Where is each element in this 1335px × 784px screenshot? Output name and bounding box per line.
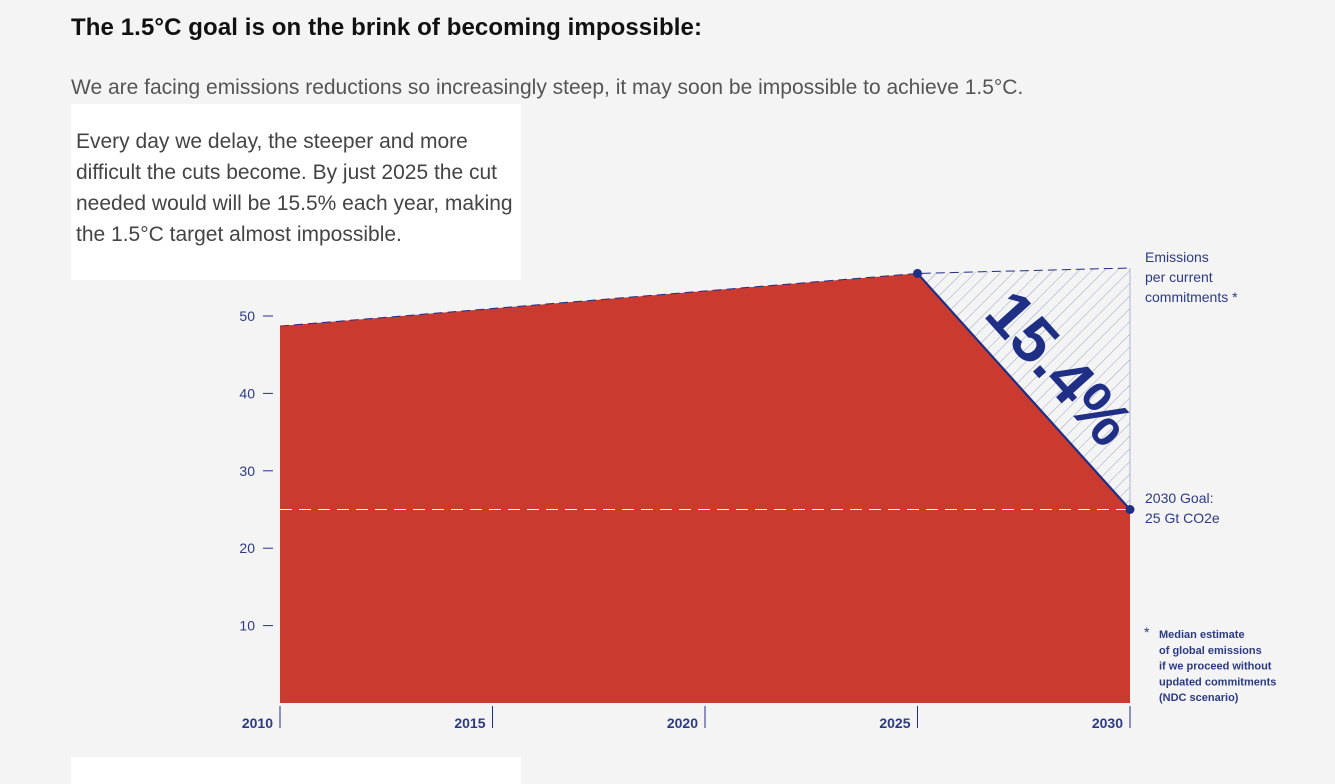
x-tick-label: 2020 bbox=[667, 715, 698, 731]
y-tick-label: 10 bbox=[239, 618, 255, 634]
peak-point bbox=[913, 268, 922, 278]
bottom-panel bbox=[71, 757, 521, 784]
page-subtitle: We are facing emissions reductions so in… bbox=[71, 76, 1024, 99]
required-cut-line bbox=[916, 272, 1131, 511]
commitments-label: Emissions bbox=[1145, 249, 1209, 265]
y-tick-label: 30 bbox=[239, 463, 255, 479]
goal-point bbox=[1125, 505, 1135, 514]
emissions-area bbox=[280, 273, 1130, 703]
note-text: Every day we delay, the steeper and more… bbox=[76, 130, 513, 246]
page-title: The 1.5°C goal is on the brink of becomi… bbox=[71, 14, 703, 41]
footnote-line: updated commitments bbox=[1159, 676, 1276, 688]
x-tick-label: 2015 bbox=[454, 715, 485, 731]
y-tick-label: 40 bbox=[239, 385, 255, 401]
commitments-label: commitments * bbox=[1145, 289, 1238, 305]
commitments-label: per current bbox=[1145, 269, 1213, 285]
commitments-line bbox=[279, 267, 1131, 327]
footnote-line: of global emissions bbox=[1159, 645, 1262, 657]
footnote-line: if we proceed without bbox=[1159, 661, 1272, 673]
goal-label: 2030 Goal: bbox=[1145, 490, 1214, 506]
footnote-marker: * bbox=[1144, 624, 1150, 640]
note-box: Every day we delay, the steeper and more… bbox=[71, 104, 521, 280]
x-tick-label: 2030 bbox=[1092, 715, 1123, 731]
x-tick-label: 2025 bbox=[879, 715, 910, 731]
goal-label: 25 Gt CO2e bbox=[1145, 510, 1220, 526]
footnote-line: Median estimate bbox=[1159, 629, 1245, 641]
footnote-line: (NDC scenario) bbox=[1159, 692, 1239, 704]
y-tick-label: 20 bbox=[239, 540, 255, 556]
y-tick-label: 50 bbox=[239, 308, 255, 324]
x-tick-label: 2010 bbox=[242, 715, 273, 731]
